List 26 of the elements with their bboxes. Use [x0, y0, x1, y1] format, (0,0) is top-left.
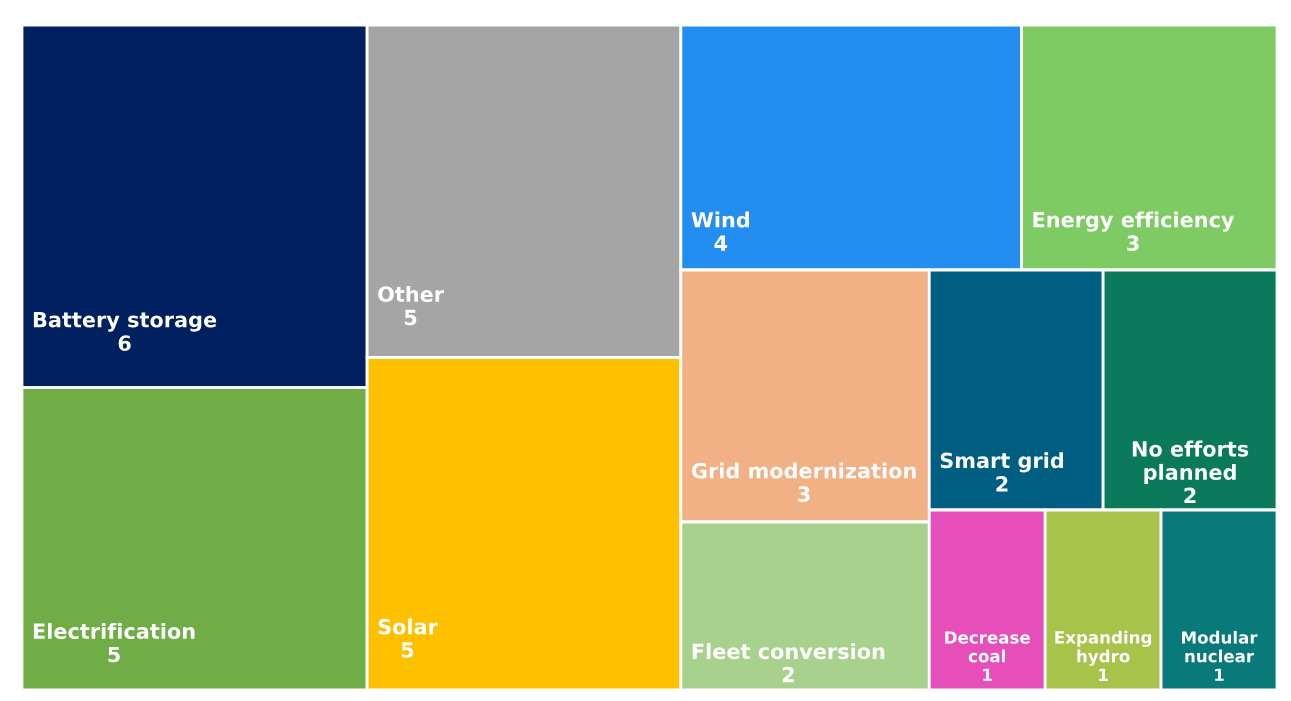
data-label: 1	[1215, 668, 1224, 681]
category-label: Expanding hydro	[1055, 630, 1152, 666]
category-label: Wind	[691, 211, 749, 228]
category-label: Electrification	[33, 622, 195, 640]
data-label: 5	[108, 646, 120, 663]
category-label: Modular nuclear	[1182, 630, 1258, 663]
data-label: 6	[118, 335, 131, 352]
data-label: 2	[996, 476, 1008, 492]
data-label: 3	[1127, 235, 1139, 252]
data-label: 2	[1184, 487, 1196, 504]
category-label: Battery storage	[33, 312, 217, 332]
data-label: 5	[404, 309, 417, 326]
category-label: Solar	[378, 618, 438, 635]
data-label: 5	[401, 642, 414, 658]
data-label: 3	[798, 486, 810, 502]
data-label: 1	[983, 668, 992, 681]
category-label: Fleet conversion	[692, 643, 885, 660]
data-label: 4	[714, 235, 728, 251]
category-label: Grid modernization	[691, 462, 916, 479]
category-label: Energy efficiency	[1033, 211, 1235, 232]
category-label: No efforts planned	[1132, 440, 1249, 485]
data-label: 1	[1099, 668, 1108, 681]
category-label: Decrease coal	[945, 631, 1030, 663]
category-label: Smart grid	[940, 452, 1064, 473]
data-label: 2	[782, 666, 794, 683]
category-label: Other	[378, 285, 444, 303]
